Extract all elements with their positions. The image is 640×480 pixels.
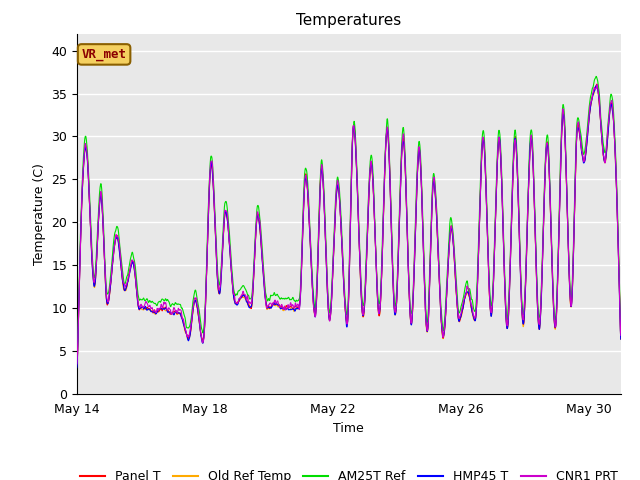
X-axis label: Time: Time [333,422,364,435]
Title: Temperatures: Temperatures [296,13,401,28]
Text: VR_met: VR_met [82,48,127,61]
Legend: Panel T, Old Ref Temp, AM25T Ref, HMP45 T, CNR1 PRT: Panel T, Old Ref Temp, AM25T Ref, HMP45 … [75,465,623,480]
Y-axis label: Temperature (C): Temperature (C) [33,163,45,264]
